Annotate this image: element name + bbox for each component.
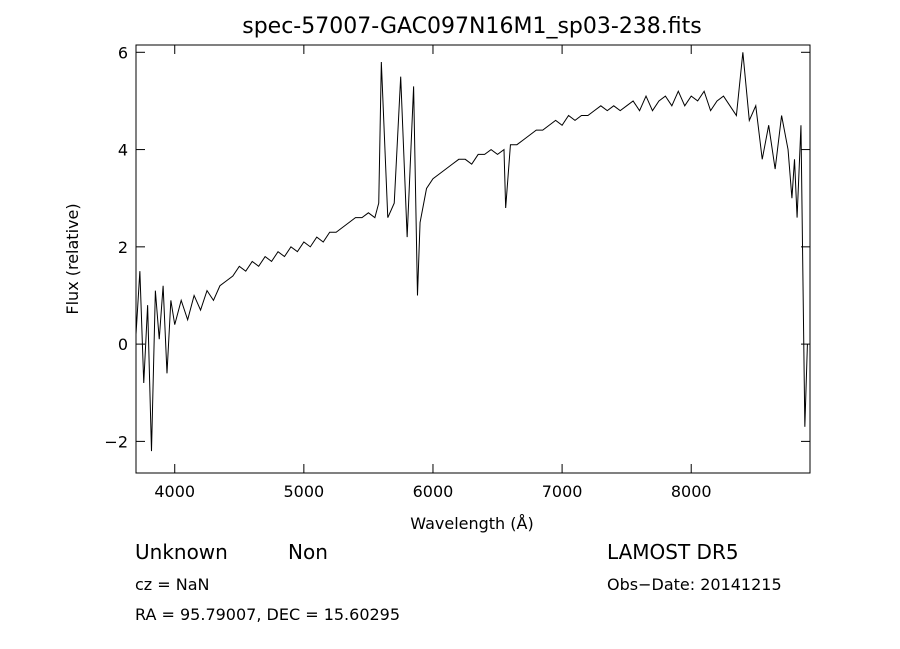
object-subclass: Non (288, 540, 328, 564)
spectrum-line (135, 52, 808, 452)
y-tick-label: 4 (118, 141, 128, 160)
y-axis-label: Flux (relative) (63, 203, 82, 314)
plot-frame (135, 44, 811, 474)
observation-date: Obs−Date: 20141215 (607, 575, 782, 594)
survey-label: LAMOST DR5 (607, 540, 739, 564)
x-tick-label: 5000 (283, 482, 324, 501)
x-tick-label: 4000 (154, 482, 195, 501)
y-tick-label: 6 (118, 43, 128, 62)
x-tick-label: 7000 (542, 482, 583, 501)
y-axis-ticks: −2 0 2 4 6 (104, 43, 810, 451)
redshift-cz: cz = NaN (135, 575, 210, 594)
y-tick-label: 2 (118, 238, 128, 257)
x-axis-label: Wavelength (Å) (410, 514, 533, 533)
x-tick-label: 6000 (413, 482, 454, 501)
x-axis-ticks: 4000 5000 6000 7000 8000 (154, 45, 712, 501)
object-class: Unknown (135, 540, 228, 564)
y-tick-label: −2 (104, 432, 128, 451)
chart-title: spec-57007-GAC097N16M1_sp03-238.fits (242, 14, 702, 39)
x-tick-label: 8000 (671, 482, 712, 501)
sky-coordinates: RA = 95.79007, DEC = 15.60295 (135, 605, 400, 624)
y-tick-label: 0 (118, 335, 128, 354)
series-layer (135, 52, 808, 452)
